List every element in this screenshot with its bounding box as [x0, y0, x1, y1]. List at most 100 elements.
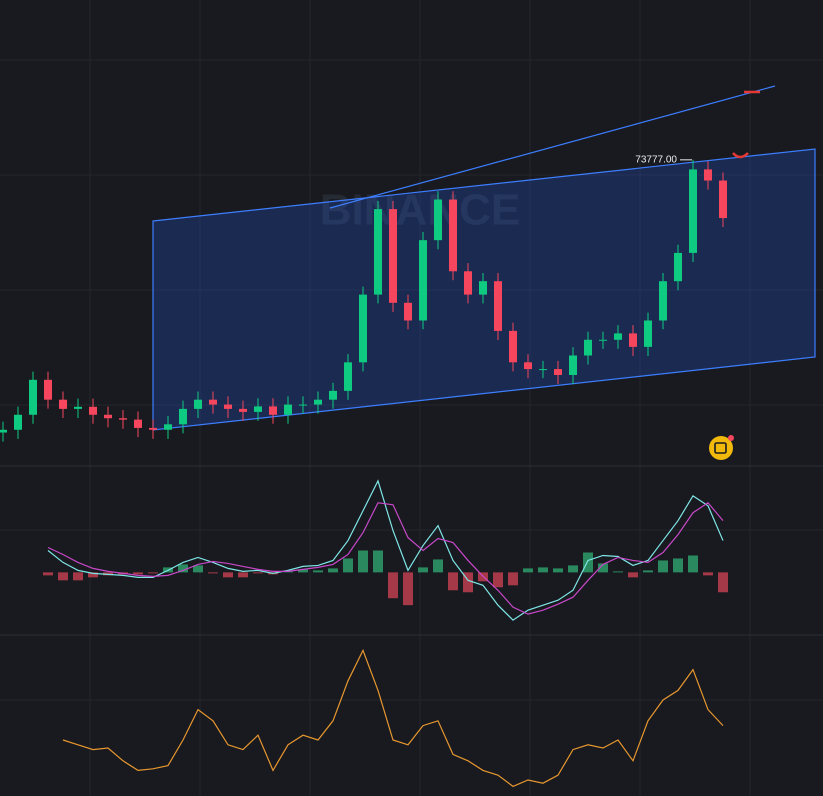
histogram-bar	[298, 569, 308, 573]
marker	[732, 152, 749, 159]
candle-body	[179, 408, 187, 425]
candle-body	[44, 379, 52, 400]
histogram-bar	[133, 572, 143, 575]
candle-body	[434, 199, 442, 241]
candle-body	[629, 333, 637, 347]
candle-body	[479, 281, 487, 295]
high-label: 73777.00	[635, 154, 677, 165]
candle-body	[269, 406, 277, 415]
candle-body	[119, 418, 127, 420]
candle-body	[149, 427, 157, 430]
histogram-bar	[373, 550, 383, 573]
histogram-bar	[328, 568, 338, 573]
histogram-bar	[508, 572, 518, 586]
candle-body	[209, 399, 217, 405]
histogram-bar	[58, 572, 68, 581]
histogram-bar	[643, 570, 653, 573]
candle-body	[74, 406, 82, 409]
candle-body	[239, 408, 247, 412]
candle-body	[524, 362, 532, 370]
histogram-bar	[343, 558, 353, 573]
histogram-bar	[703, 572, 713, 576]
data-layer: 73777.00	[0, 154, 728, 788]
candle-body	[464, 271, 472, 295]
candle-body	[14, 414, 22, 430]
histogram-bar	[553, 568, 563, 573]
histogram-bar	[433, 559, 443, 573]
candle-body	[329, 390, 337, 400]
candle-body	[314, 399, 322, 405]
histogram-bar	[388, 572, 398, 599]
candle-body	[224, 404, 232, 409]
histogram-bar	[238, 572, 248, 578]
candle-body	[344, 362, 352, 391]
histogram-bar	[208, 572, 218, 574]
candle-body	[299, 404, 307, 406]
candle-body	[509, 330, 517, 363]
histogram-bar	[673, 558, 683, 573]
candle-body	[29, 379, 37, 415]
candle-body	[59, 399, 67, 409]
candle-body	[164, 424, 172, 430]
histogram-bar	[403, 572, 413, 606]
candle-body	[539, 369, 547, 371]
candle-body	[134, 419, 142, 428]
histogram-bar	[598, 563, 608, 573]
candle-body	[494, 281, 502, 331]
trend-line[interactable]	[329, 85, 776, 209]
histogram-bar	[628, 572, 638, 578]
histogram-bar	[313, 570, 323, 573]
histogram-bar	[73, 572, 83, 581]
histogram-bar	[223, 572, 233, 578]
histogram-bar	[613, 571, 623, 573]
watermark: BINANCE	[320, 186, 520, 235]
candle-body	[614, 333, 622, 340]
candle-body	[254, 406, 262, 412]
candle-body	[284, 404, 292, 415]
histogram-bar	[418, 567, 428, 573]
candle-body	[689, 169, 697, 253]
indicator-line	[62, 648, 724, 788]
candle-body	[599, 339, 607, 341]
candle-body	[404, 302, 412, 321]
candle-body	[389, 209, 397, 303]
candle-body	[374, 209, 382, 295]
histogram-bar	[43, 572, 53, 576]
macd-line	[47, 479, 724, 621]
candle-body	[449, 199, 457, 272]
histogram-bar	[493, 572, 503, 588]
histogram-bar	[688, 555, 698, 573]
layers-icon[interactable]	[709, 435, 734, 460]
histogram-bar	[358, 550, 368, 573]
histogram-bar	[538, 567, 548, 573]
histogram-bar	[718, 572, 728, 593]
candle-body	[104, 414, 112, 419]
candle-body	[359, 294, 367, 363]
candle-body	[674, 252, 682, 282]
histogram-bar	[253, 572, 263, 574]
candle-body	[584, 339, 592, 356]
candle-body	[569, 355, 577, 375]
candle-body	[704, 169, 712, 181]
macd-line	[47, 501, 724, 615]
histogram-bar	[568, 565, 578, 573]
histogram-bar	[448, 572, 458, 591]
histogram-bar	[148, 572, 158, 574]
histogram-bar	[463, 572, 473, 593]
histogram-bar	[658, 560, 668, 573]
candle-body	[0, 429, 7, 433]
candle-body	[89, 406, 97, 415]
histogram-bar	[193, 565, 203, 573]
candle-body	[644, 320, 652, 347]
histogram-bar	[523, 568, 533, 573]
candle-body	[554, 369, 562, 375]
histogram-bar	[583, 552, 593, 573]
candle-body	[419, 240, 427, 321]
candle-body	[659, 281, 667, 321]
candle-body	[719, 180, 727, 219]
histogram-bar	[178, 564, 188, 573]
candle-body	[194, 399, 202, 409]
